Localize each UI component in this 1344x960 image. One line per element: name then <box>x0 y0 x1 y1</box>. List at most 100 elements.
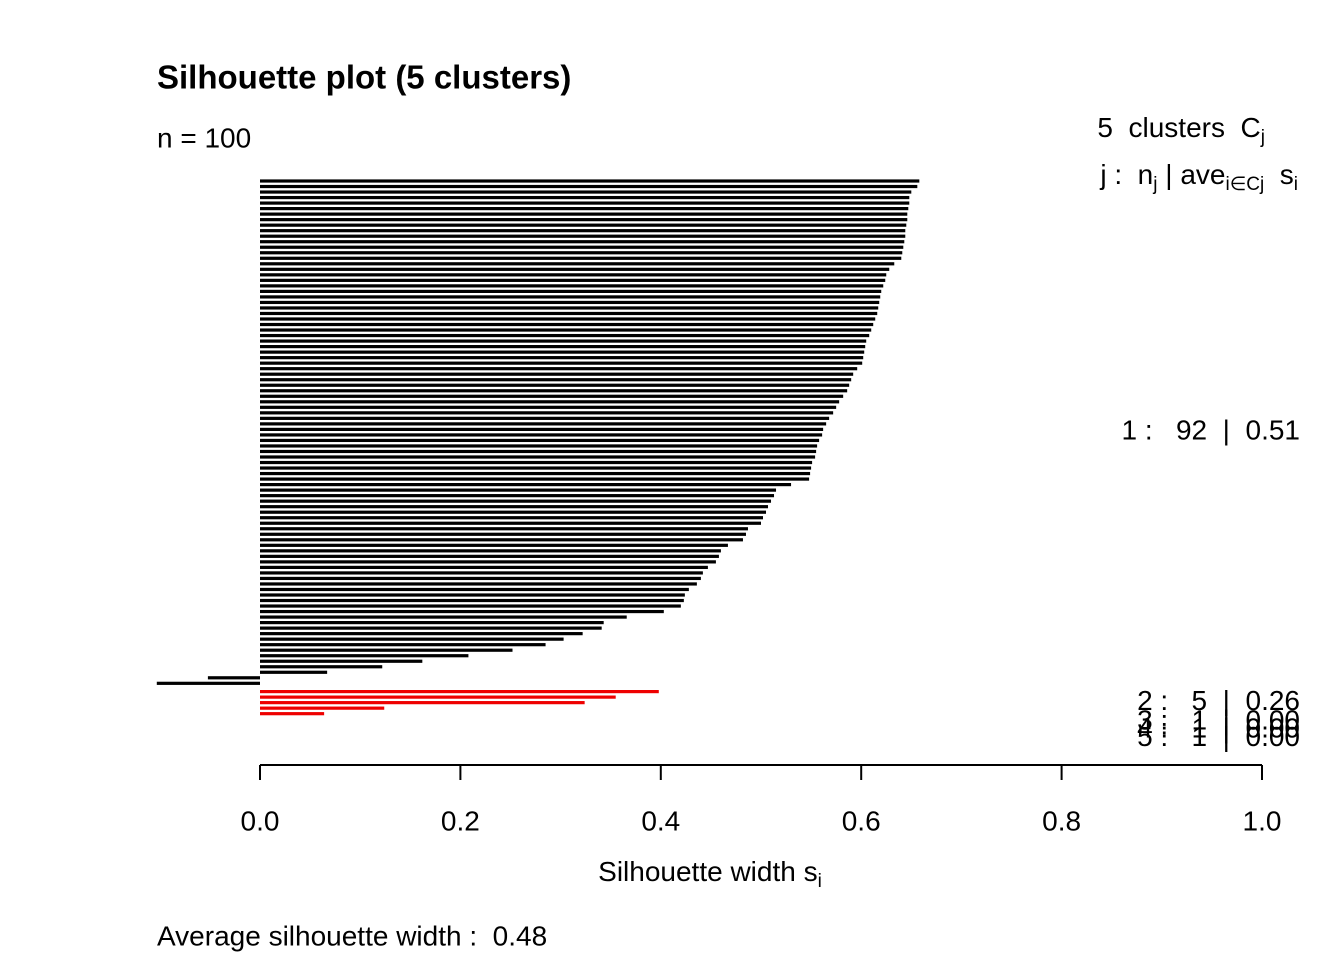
subscript: i∈Cj <box>1225 174 1264 195</box>
bar <box>260 195 910 200</box>
bar <box>260 284 884 288</box>
bar <box>260 571 703 575</box>
x-tick-label: 0.2 <box>441 805 480 836</box>
bar <box>260 565 708 569</box>
bar <box>260 394 844 398</box>
bar <box>260 477 810 481</box>
text-part: j : n <box>1099 159 1153 190</box>
bar <box>260 218 908 222</box>
bar <box>260 510 767 514</box>
subscript: i <box>1294 174 1298 195</box>
bar <box>260 361 863 365</box>
bar <box>260 604 681 608</box>
chart-title: Silhouette plot (5 clusters) <box>157 59 571 96</box>
bar <box>260 582 697 586</box>
bar <box>260 256 902 260</box>
bar <box>260 251 903 255</box>
bar <box>260 706 385 710</box>
bar <box>260 278 886 282</box>
bar <box>260 712 325 716</box>
bar <box>260 383 850 387</box>
bar <box>260 505 769 509</box>
bar <box>207 676 260 680</box>
bar <box>260 543 728 547</box>
bar <box>260 659 423 663</box>
bar <box>260 179 920 183</box>
bar <box>260 245 904 249</box>
bar <box>260 554 719 558</box>
bar <box>260 576 701 581</box>
text-part: | ave <box>1158 159 1226 190</box>
bar <box>260 356 864 360</box>
bar <box>260 532 746 536</box>
bar <box>260 306 879 310</box>
footer: Average silhouette width : 0.48 <box>157 920 547 951</box>
bar <box>260 648 513 652</box>
bar <box>260 367 858 371</box>
bar <box>260 267 890 271</box>
bar <box>260 333 870 338</box>
bar <box>260 455 816 459</box>
bar <box>260 289 882 293</box>
bar <box>260 411 834 415</box>
bar <box>260 665 383 669</box>
bar <box>260 433 823 437</box>
bar <box>260 350 865 354</box>
bar <box>260 190 912 194</box>
bar <box>260 527 748 531</box>
bar <box>260 345 866 349</box>
bar <box>260 483 792 487</box>
x-tick-label: 0.0 <box>241 805 280 836</box>
bar <box>260 438 820 443</box>
text-part: Silhouette width s <box>598 856 817 887</box>
bar <box>260 201 910 205</box>
subscript: j <box>1260 127 1265 148</box>
bar <box>260 549 721 553</box>
bar <box>260 444 818 448</box>
x-tick-label: 0.4 <box>641 805 680 836</box>
bar <box>260 389 848 393</box>
bar <box>260 372 854 376</box>
bar <box>260 400 840 404</box>
bar <box>260 416 830 420</box>
bar <box>260 378 852 382</box>
cluster-label: 1 : 92 | 0.51 <box>1122 415 1301 446</box>
x-tick-label: 0.6 <box>842 805 881 836</box>
cluster-label: 2 : 5 | 0.26 <box>1137 685 1300 716</box>
bar <box>260 317 876 321</box>
bar <box>260 654 469 658</box>
x-tick-label: 1.0 <box>1243 805 1282 836</box>
bar <box>260 670 328 674</box>
bar <box>260 598 684 603</box>
legend-header: 5 clusters Cj <box>1097 112 1265 148</box>
bar <box>260 212 908 216</box>
cluster-label: 3 : 1 | 0.00 <box>1137 704 1300 735</box>
bar <box>260 449 817 454</box>
bar <box>260 262 895 266</box>
bar <box>260 695 616 699</box>
subscript: i <box>818 871 822 892</box>
bar <box>260 207 909 211</box>
bar <box>260 427 824 431</box>
bar <box>260 587 689 592</box>
bar <box>260 240 905 244</box>
x-tick-label: 0.8 <box>1042 805 1081 836</box>
bar <box>260 538 743 542</box>
bar <box>260 632 583 636</box>
bar <box>260 466 812 470</box>
bar <box>260 223 907 227</box>
subscript: j <box>1152 174 1157 195</box>
bar <box>260 643 546 647</box>
bar <box>260 300 880 305</box>
bar <box>260 488 777 492</box>
bar <box>260 516 764 520</box>
bar <box>260 494 775 498</box>
x-axis-label: Silhouette width si <box>598 856 822 892</box>
cluster-label: 4 : 1 | 0.00 <box>1137 713 1300 744</box>
bar <box>260 593 685 597</box>
bar <box>260 609 664 614</box>
bar <box>260 560 716 564</box>
bar <box>260 229 906 233</box>
bar <box>260 460 813 465</box>
